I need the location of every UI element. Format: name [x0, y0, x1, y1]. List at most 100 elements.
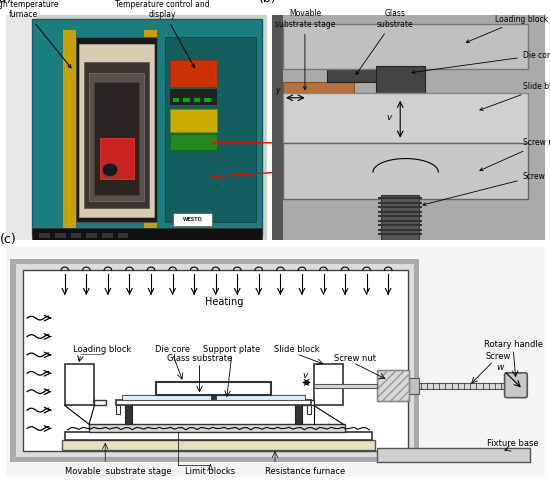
Bar — [32, 19, 262, 235]
Bar — [79, 44, 155, 217]
Text: Loading block: Loading block — [466, 15, 548, 43]
Bar — [377, 448, 531, 462]
Text: Resistance furnace: Resistance furnace — [265, 467, 345, 476]
Bar — [10, 259, 420, 462]
Bar — [65, 364, 95, 406]
Text: Movable  substrate stage: Movable substrate stage — [65, 467, 172, 476]
Bar — [100, 138, 134, 179]
Bar — [183, 98, 190, 102]
Bar — [378, 202, 422, 204]
Bar — [32, 228, 262, 240]
Bar — [95, 400, 106, 405]
Text: Screw nut: Screw nut — [334, 354, 376, 363]
Text: (a): (a) — [0, 0, 13, 5]
Bar — [102, 233, 113, 239]
Bar — [71, 233, 81, 239]
Text: Heating: Heating — [205, 297, 243, 307]
Bar — [170, 109, 217, 132]
Bar — [378, 197, 422, 199]
Bar — [156, 382, 271, 395]
Text: Screw: Screw — [423, 172, 546, 206]
Text: Slide block: Slide block — [480, 82, 550, 110]
Bar — [144, 30, 157, 228]
Bar — [283, 24, 528, 69]
Text: v: v — [302, 371, 307, 380]
Bar — [116, 405, 120, 414]
Bar — [408, 378, 420, 394]
Bar — [376, 66, 425, 95]
Text: Glass
substrate: Glass substrate — [356, 9, 413, 75]
Bar — [283, 143, 528, 199]
Text: Limit blocks: Limit blocks — [185, 467, 235, 476]
Bar — [378, 211, 422, 212]
Bar — [95, 82, 139, 195]
Bar — [170, 89, 217, 105]
Bar — [89, 424, 345, 432]
Bar — [89, 73, 144, 201]
Bar — [378, 229, 422, 230]
Text: Movable
substrate stage: Movable substrate stage — [275, 9, 335, 90]
Text: Screw nut: Screw nut — [480, 138, 550, 171]
Bar — [377, 370, 409, 401]
Text: Fixture base: Fixture base — [487, 439, 539, 448]
Text: WESTO: WESTO — [183, 217, 202, 222]
Text: (c): (c) — [0, 233, 17, 246]
Bar — [378, 224, 422, 226]
Bar — [62, 440, 375, 450]
Text: v: v — [387, 113, 392, 122]
Bar — [194, 98, 200, 102]
Bar — [6, 15, 37, 240]
Text: Die core: Die core — [155, 345, 190, 354]
FancyBboxPatch shape — [504, 373, 527, 398]
Text: Temperature control and
display: Temperature control and display — [115, 0, 210, 67]
Bar — [211, 395, 216, 399]
Bar — [40, 233, 50, 239]
Bar — [118, 233, 128, 239]
Bar — [314, 384, 377, 388]
Bar — [302, 400, 314, 405]
Bar — [165, 37, 256, 222]
Bar — [173, 98, 179, 102]
Bar — [76, 37, 157, 222]
Bar — [419, 383, 509, 389]
Bar — [381, 195, 419, 240]
Bar — [170, 60, 217, 87]
Text: w: w — [497, 363, 504, 372]
Bar — [16, 264, 414, 456]
Bar — [378, 220, 422, 222]
Bar — [295, 399, 302, 424]
Bar — [84, 62, 149, 208]
Bar — [170, 134, 217, 150]
Text: Die core: Die core — [412, 50, 550, 74]
Bar — [327, 69, 381, 82]
Text: (b): (b) — [258, 0, 276, 5]
Text: Glass substrate: Glass substrate — [167, 354, 232, 363]
Bar — [204, 98, 211, 102]
Text: Support plate: Support plate — [204, 345, 261, 354]
Text: y: y — [276, 86, 280, 95]
Bar — [272, 15, 286, 240]
Bar — [63, 30, 76, 228]
Text: Rotary handle: Rotary handle — [484, 340, 543, 349]
Bar — [283, 82, 354, 109]
Bar — [378, 206, 422, 208]
Bar — [116, 400, 311, 406]
Bar — [65, 432, 372, 440]
Text: Slide block: Slide block — [274, 345, 320, 354]
Bar — [173, 212, 212, 226]
Circle shape — [102, 163, 118, 177]
Bar — [86, 233, 97, 239]
Text: Loading block: Loading block — [73, 345, 131, 354]
Text: Screw: Screw — [486, 352, 512, 361]
Bar — [122, 395, 305, 400]
Bar — [23, 270, 408, 451]
Bar — [55, 233, 65, 239]
Bar — [378, 215, 422, 217]
Bar — [314, 364, 343, 406]
Text: High temperature
furnace: High temperature furnace — [0, 0, 71, 68]
Bar — [307, 405, 311, 414]
Bar — [283, 93, 528, 143]
Bar — [377, 370, 409, 401]
Bar — [378, 233, 422, 235]
Bar — [125, 399, 131, 424]
